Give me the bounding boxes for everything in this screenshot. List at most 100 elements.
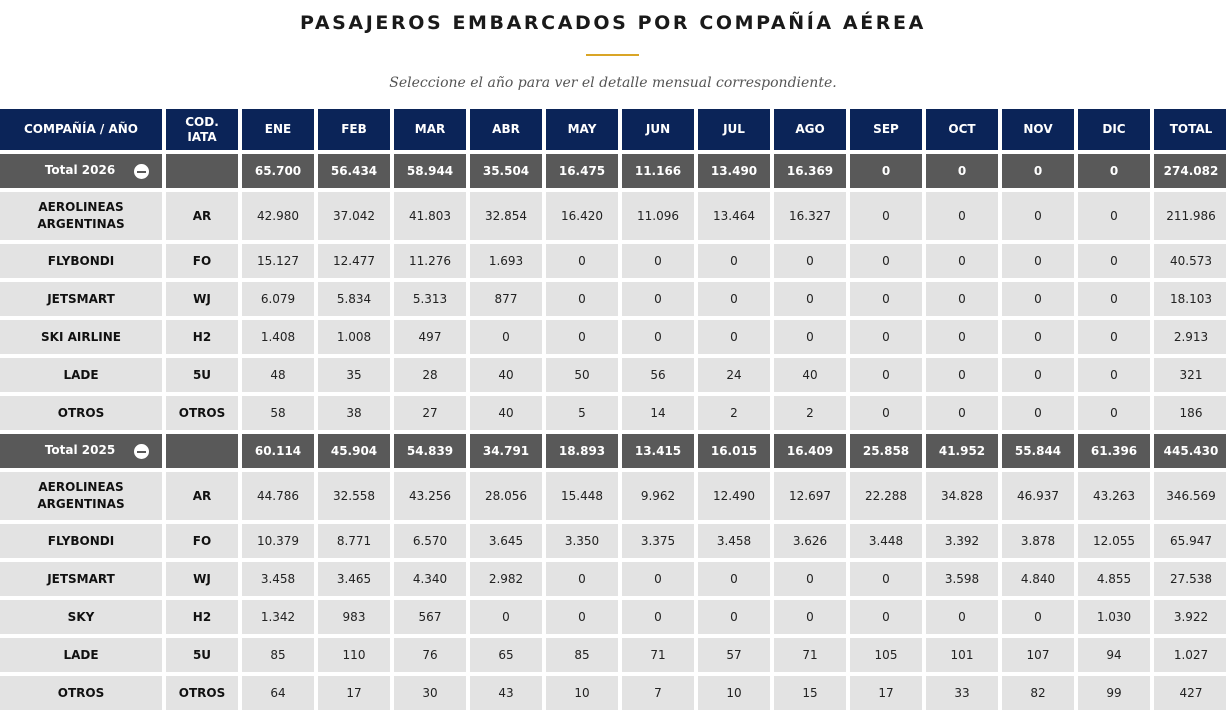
- total-value-cell: 58.944: [394, 154, 466, 188]
- value-cell: 0: [1078, 192, 1150, 240]
- table-row: LADE 5U 48 35 28 40 50 56 24 40 0 0 0 0 321: [0, 358, 1226, 392]
- value-cell: 4.840: [1002, 562, 1074, 596]
- value-cell: 40: [774, 358, 846, 392]
- value-cell: 85: [242, 638, 314, 672]
- total-value-cell: 0: [1078, 154, 1150, 188]
- value-cell: 10.379: [242, 524, 314, 558]
- value-cell: 16.327: [774, 192, 846, 240]
- column-header: JUL: [698, 109, 770, 150]
- airline-name-cell: LADE: [0, 358, 162, 392]
- value-cell: 0: [850, 600, 922, 634]
- value-cell: 76: [394, 638, 466, 672]
- value-cell: 1.027: [1154, 638, 1226, 672]
- table-row: JETSMART WJ 3.458 3.465 4.340 2.982 0 0 0 0 0 3.598…: [0, 562, 1226, 596]
- total-value-cell: 45.904: [318, 434, 390, 468]
- value-cell: 0: [850, 562, 922, 596]
- value-cell: 3.598: [926, 562, 998, 596]
- value-cell: 15.448: [546, 472, 618, 520]
- value-cell: 0: [698, 600, 770, 634]
- value-cell: 0: [546, 244, 618, 278]
- value-cell: 1.008: [318, 320, 390, 354]
- value-cell: 28: [394, 358, 466, 392]
- value-cell: 0: [470, 600, 542, 634]
- value-cell: 1.342: [242, 600, 314, 634]
- value-cell: 71: [774, 638, 846, 672]
- total-value-cell: 16.369: [774, 154, 846, 188]
- value-cell: 9.962: [622, 472, 694, 520]
- total-value-cell: 56.434: [318, 154, 390, 188]
- iata-code-cell: WJ: [166, 282, 238, 316]
- table-row: LADE 5U 85 110 76 65 85 71 57 71 105 101 107 94 1.027: [0, 638, 1226, 672]
- value-cell: 0: [850, 358, 922, 392]
- value-cell: 12.055: [1078, 524, 1150, 558]
- value-cell: 186: [1154, 396, 1226, 430]
- value-cell: 0: [1078, 244, 1150, 278]
- airline-name-cell: FLYBONDI: [0, 244, 162, 278]
- year-toggle[interactable]: Total 2026: [0, 154, 162, 188]
- airline-name-cell: AEROLINEAS ARGENTINAS: [0, 192, 162, 240]
- year-toggle[interactable]: Total 2025: [0, 434, 162, 468]
- column-header: ENE: [242, 109, 314, 150]
- value-cell: 94: [1078, 638, 1150, 672]
- value-cell: 40.573: [1154, 244, 1226, 278]
- value-cell: 0: [774, 320, 846, 354]
- value-cell: 0: [850, 396, 922, 430]
- table-row: AEROLINEAS ARGENTINAS AR 42.980 37.042 41.80…: [0, 192, 1226, 240]
- total-value-cell: 13.415: [622, 434, 694, 468]
- value-cell: 43.263: [1078, 472, 1150, 520]
- total-value-cell: 54.839: [394, 434, 466, 468]
- value-cell: 3.626: [774, 524, 846, 558]
- airline-name-cell: OTROS: [0, 396, 162, 430]
- iata-code-cell: H2: [166, 600, 238, 634]
- value-cell: 0: [1002, 600, 1074, 634]
- iata-code-cell: FO: [166, 244, 238, 278]
- value-cell: 64: [242, 676, 314, 710]
- value-cell: 82: [1002, 676, 1074, 710]
- iata-code-cell: WJ: [166, 562, 238, 596]
- value-cell: 46.937: [1002, 472, 1074, 520]
- airline-name-cell: OTROS: [0, 676, 162, 710]
- airline-name-cell: JETSMART: [0, 282, 162, 316]
- value-cell: 0: [622, 244, 694, 278]
- value-cell: 0: [698, 562, 770, 596]
- value-cell: 17: [850, 676, 922, 710]
- value-cell: 43: [470, 676, 542, 710]
- total-value-cell: 0: [850, 154, 922, 188]
- value-cell: 18.103: [1154, 282, 1226, 316]
- year-code-cell: [166, 434, 238, 468]
- year-code-cell: [166, 154, 238, 188]
- airline-name-cell: JETSMART: [0, 562, 162, 596]
- title-divider: [586, 54, 639, 56]
- column-header: FEB: [318, 109, 390, 150]
- value-cell: 14: [622, 396, 694, 430]
- value-cell: 58: [242, 396, 314, 430]
- value-cell: 33: [926, 676, 998, 710]
- value-cell: 32.854: [470, 192, 542, 240]
- value-cell: 1.030: [1078, 600, 1150, 634]
- passengers-table: COMPAÑÍA / AÑO COD. IATA ENE FEB MAR ABR MAY JU…: [0, 105, 1226, 714]
- column-header: TOTAL: [1154, 109, 1226, 150]
- value-cell: 0: [1078, 320, 1150, 354]
- collapse-minus-icon[interactable]: [134, 444, 149, 459]
- airline-name-cell: SKI AIRLINE: [0, 320, 162, 354]
- value-cell: 8.771: [318, 524, 390, 558]
- value-cell: 2.982: [470, 562, 542, 596]
- iata-code-cell: FO: [166, 524, 238, 558]
- airline-name-cell: FLYBONDI: [0, 524, 162, 558]
- year-total-row[interactable]: Total 2025 60.114 45.904 54.839 34.791 18.893…: [0, 434, 1226, 468]
- collapse-minus-icon[interactable]: [134, 164, 149, 179]
- value-cell: 3.458: [242, 562, 314, 596]
- value-cell: 0: [1078, 282, 1150, 316]
- column-header: JUN: [622, 109, 694, 150]
- value-cell: 42.980: [242, 192, 314, 240]
- value-cell: 110: [318, 638, 390, 672]
- value-cell: 5.834: [318, 282, 390, 316]
- value-cell: 22.288: [850, 472, 922, 520]
- year-total-row[interactable]: Total 2026 65.700 56.434 58.944 35.504 16.475…: [0, 154, 1226, 188]
- value-cell: 12.490: [698, 472, 770, 520]
- table-row: OTROS OTROS 64 17 30 43 10 7 10 15 17 33 82 99 427: [0, 676, 1226, 710]
- column-header: NOV: [1002, 109, 1074, 150]
- value-cell: 30: [394, 676, 466, 710]
- value-cell: 28.056: [470, 472, 542, 520]
- column-header: COMPAÑÍA / AÑO: [0, 109, 162, 150]
